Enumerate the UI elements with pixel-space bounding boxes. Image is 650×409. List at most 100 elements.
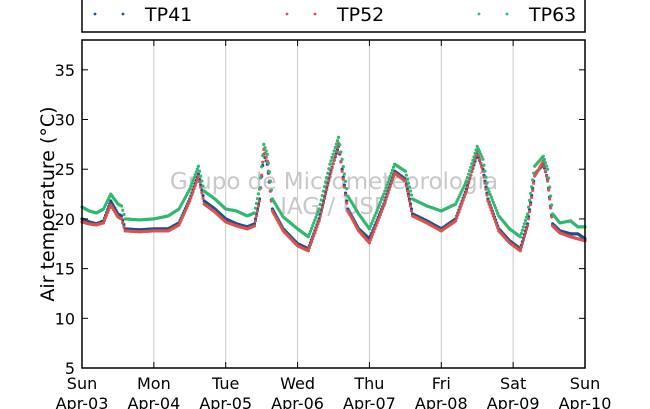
data-point bbox=[196, 164, 201, 168]
x-tick-label-date: Apr-05 bbox=[199, 394, 252, 409]
series-TP63 bbox=[80, 135, 587, 239]
data-point bbox=[461, 198, 465, 202]
data-point bbox=[521, 225, 526, 229]
legend-marker bbox=[505, 12, 509, 16]
data-point bbox=[177, 223, 181, 227]
data-point bbox=[264, 149, 268, 153]
data-point bbox=[472, 155, 476, 159]
data-point bbox=[544, 164, 549, 168]
data-point bbox=[331, 152, 335, 156]
data-point bbox=[368, 238, 373, 242]
data-point bbox=[316, 210, 320, 214]
data-point bbox=[267, 170, 271, 174]
data-point bbox=[381, 207, 385, 211]
data-point bbox=[458, 207, 462, 211]
data-point bbox=[525, 212, 530, 216]
data-point bbox=[493, 206, 498, 210]
data-point bbox=[473, 151, 477, 155]
x-tick-label-date: Apr-07 bbox=[343, 394, 396, 409]
data-point bbox=[470, 162, 474, 166]
data-point bbox=[479, 152, 483, 156]
data-point bbox=[188, 187, 192, 191]
x-tick-label-day: Mon bbox=[137, 374, 171, 393]
data-point bbox=[383, 189, 387, 193]
data-point bbox=[268, 179, 273, 183]
data-point bbox=[192, 186, 196, 191]
data-point bbox=[408, 204, 413, 208]
data-point bbox=[373, 227, 377, 231]
data-point bbox=[263, 146, 267, 150]
data-point bbox=[329, 170, 333, 174]
data-point bbox=[184, 206, 189, 210]
data-point bbox=[105, 213, 109, 217]
data-point bbox=[405, 189, 410, 193]
data-point bbox=[319, 198, 323, 202]
x-tick-label-day: Thu bbox=[353, 374, 384, 393]
data-point bbox=[531, 178, 535, 182]
data-series bbox=[80, 135, 587, 253]
data-point bbox=[178, 220, 182, 225]
data-point bbox=[403, 169, 407, 173]
data-point bbox=[255, 209, 260, 213]
data-point bbox=[260, 173, 264, 177]
data-point bbox=[378, 200, 383, 204]
data-point bbox=[464, 179, 469, 183]
data-point bbox=[481, 157, 485, 161]
data-point bbox=[345, 187, 349, 191]
legend-marker bbox=[93, 12, 97, 16]
data-point bbox=[309, 240, 314, 244]
data-point bbox=[122, 225, 126, 229]
data-point bbox=[525, 224, 530, 228]
x-tick-label-date: Apr-04 bbox=[127, 394, 180, 409]
data-point bbox=[456, 213, 460, 217]
data-point bbox=[308, 229, 313, 233]
data-point bbox=[492, 217, 497, 221]
data-point bbox=[200, 179, 204, 183]
data-point bbox=[315, 225, 319, 229]
data-point bbox=[526, 205, 531, 209]
x-axis: SunApr-03MonApr-04TueApr-05WedApr-06ThuA… bbox=[56, 40, 611, 409]
y-tick-label: 20 bbox=[55, 210, 75, 229]
data-point bbox=[261, 160, 265, 164]
data-point bbox=[326, 171, 330, 175]
legend-label-TP52: TP52 bbox=[336, 4, 384, 26]
data-point bbox=[257, 199, 262, 203]
data-point bbox=[370, 221, 374, 226]
x-tick-label-day: Wed bbox=[280, 374, 315, 393]
data-point bbox=[489, 195, 493, 199]
data-point bbox=[195, 167, 199, 171]
data-point bbox=[312, 221, 316, 225]
x-tick-label-day: Sun bbox=[67, 374, 97, 393]
data-point bbox=[368, 224, 373, 228]
data-point bbox=[407, 199, 412, 203]
data-point bbox=[325, 176, 329, 180]
data-point bbox=[406, 181, 411, 185]
data-point bbox=[549, 194, 553, 198]
data-point bbox=[546, 179, 550, 183]
data-point bbox=[107, 208, 111, 212]
data-point bbox=[475, 144, 479, 148]
data-point bbox=[519, 231, 523, 236]
data-point bbox=[194, 170, 198, 174]
data-point bbox=[377, 203, 381, 207]
data-point bbox=[339, 160, 343, 164]
data-point bbox=[381, 195, 385, 199]
data-point bbox=[490, 198, 494, 202]
data-point bbox=[372, 229, 376, 234]
data-point bbox=[256, 204, 261, 208]
x-tick-label-date: Apr-08 bbox=[415, 394, 468, 409]
data-point bbox=[367, 227, 372, 231]
data-point bbox=[484, 175, 488, 179]
data-point bbox=[194, 180, 198, 184]
data-point bbox=[374, 224, 378, 228]
data-point bbox=[485, 193, 489, 197]
data-point bbox=[311, 237, 315, 241]
data-point bbox=[258, 176, 263, 180]
data-point bbox=[121, 208, 125, 212]
data-point bbox=[528, 191, 533, 196]
data-point bbox=[314, 228, 318, 232]
data-point bbox=[332, 149, 336, 153]
data-point bbox=[320, 205, 324, 210]
data-point bbox=[309, 226, 314, 231]
data-point bbox=[403, 179, 407, 183]
